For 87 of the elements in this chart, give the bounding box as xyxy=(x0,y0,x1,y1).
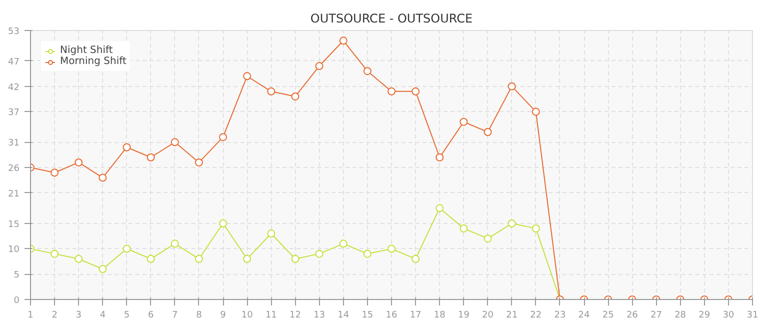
point xyxy=(194,254,203,263)
point xyxy=(267,230,276,238)
x-tick-label: 15 xyxy=(362,310,374,320)
x-tick-label: 16 xyxy=(386,310,398,320)
x-tick-label: 21 xyxy=(506,310,518,320)
point xyxy=(219,133,228,142)
y-tick-label: 5 xyxy=(14,270,20,281)
x-tick-label: 7 xyxy=(172,310,178,320)
x-tick-label: 3 xyxy=(76,310,82,320)
x-tick-label: 2 xyxy=(52,310,58,320)
point xyxy=(170,138,179,146)
point xyxy=(50,168,59,177)
x-tick-label: 22 xyxy=(530,310,542,320)
y-tick-label: 31 xyxy=(8,138,20,149)
x-tick-label: 9 xyxy=(220,310,226,320)
point xyxy=(508,82,516,90)
point xyxy=(291,92,300,100)
y-tick-label: 47 xyxy=(8,57,20,68)
point xyxy=(98,265,107,274)
x-tick-label: 31 xyxy=(746,310,758,320)
point xyxy=(412,254,420,263)
point xyxy=(508,219,516,228)
legend-label: Night Shift xyxy=(60,45,113,56)
y-tick-label: 15 xyxy=(8,220,20,230)
y-tick-label: 26 xyxy=(8,164,20,174)
point xyxy=(532,224,540,232)
point xyxy=(74,254,83,263)
point xyxy=(460,224,468,232)
x-tick-label: 8 xyxy=(196,310,202,320)
x-tick-label: 24 xyxy=(578,310,590,320)
point xyxy=(146,254,155,263)
y-tick-label: 53 xyxy=(8,27,20,37)
point xyxy=(315,250,324,258)
x-tick-label: 1 xyxy=(28,310,34,320)
point xyxy=(98,174,107,182)
point xyxy=(219,219,228,228)
point xyxy=(50,250,59,258)
x-tick-label: 13 xyxy=(314,310,326,320)
x-tick-label: 17 xyxy=(410,310,422,320)
x-tick-label: 28 xyxy=(674,310,686,320)
point xyxy=(436,204,444,212)
x-tick-label: 12 xyxy=(290,310,301,320)
x-tick-label: 5 xyxy=(124,310,130,320)
point xyxy=(194,158,203,166)
point xyxy=(291,254,300,263)
point xyxy=(243,72,252,80)
point xyxy=(460,118,468,126)
point xyxy=(388,244,396,253)
x-tick-label: 14 xyxy=(338,310,350,320)
x-tick-label: 18 xyxy=(434,310,446,320)
point xyxy=(170,240,179,248)
x-tick-label: 11 xyxy=(265,310,277,320)
point xyxy=(339,240,348,248)
x-tick-label: 20 xyxy=(482,310,494,320)
point xyxy=(122,244,131,253)
point xyxy=(339,36,348,45)
x-tick-label: 26 xyxy=(626,310,638,320)
point xyxy=(436,153,444,162)
x-tick-label: 4 xyxy=(100,310,106,320)
y-tick-label: 37 xyxy=(8,108,20,118)
chart-title: OUTSOURCE - OUTSOURCE xyxy=(310,12,473,26)
point xyxy=(146,153,155,162)
y-tick-label: 10 xyxy=(8,245,20,256)
point xyxy=(122,143,131,152)
point xyxy=(484,128,492,136)
point xyxy=(412,87,420,96)
y-tick-label: 21 xyxy=(8,189,20,200)
y-tick-label: 0 xyxy=(14,296,20,306)
y-tick-label: 42 xyxy=(8,82,20,93)
x-tick-label: 27 xyxy=(650,310,662,320)
point xyxy=(484,234,492,243)
point xyxy=(363,250,372,258)
x-tick-label: 10 xyxy=(241,310,254,320)
point xyxy=(532,108,540,116)
point xyxy=(363,67,372,76)
x-tick-label: 19 xyxy=(458,310,470,320)
x-tick-label: 25 xyxy=(602,310,614,320)
point xyxy=(267,87,276,96)
x-tick-label: 6 xyxy=(148,310,154,320)
point xyxy=(74,158,83,166)
point xyxy=(243,254,252,263)
point xyxy=(388,87,396,96)
legend-label: Morning Shift xyxy=(60,56,126,67)
x-tick-label: 23 xyxy=(554,310,566,320)
x-tick-label: 29 xyxy=(698,310,710,320)
x-tick-label: 30 xyxy=(722,310,734,320)
point xyxy=(315,62,324,70)
